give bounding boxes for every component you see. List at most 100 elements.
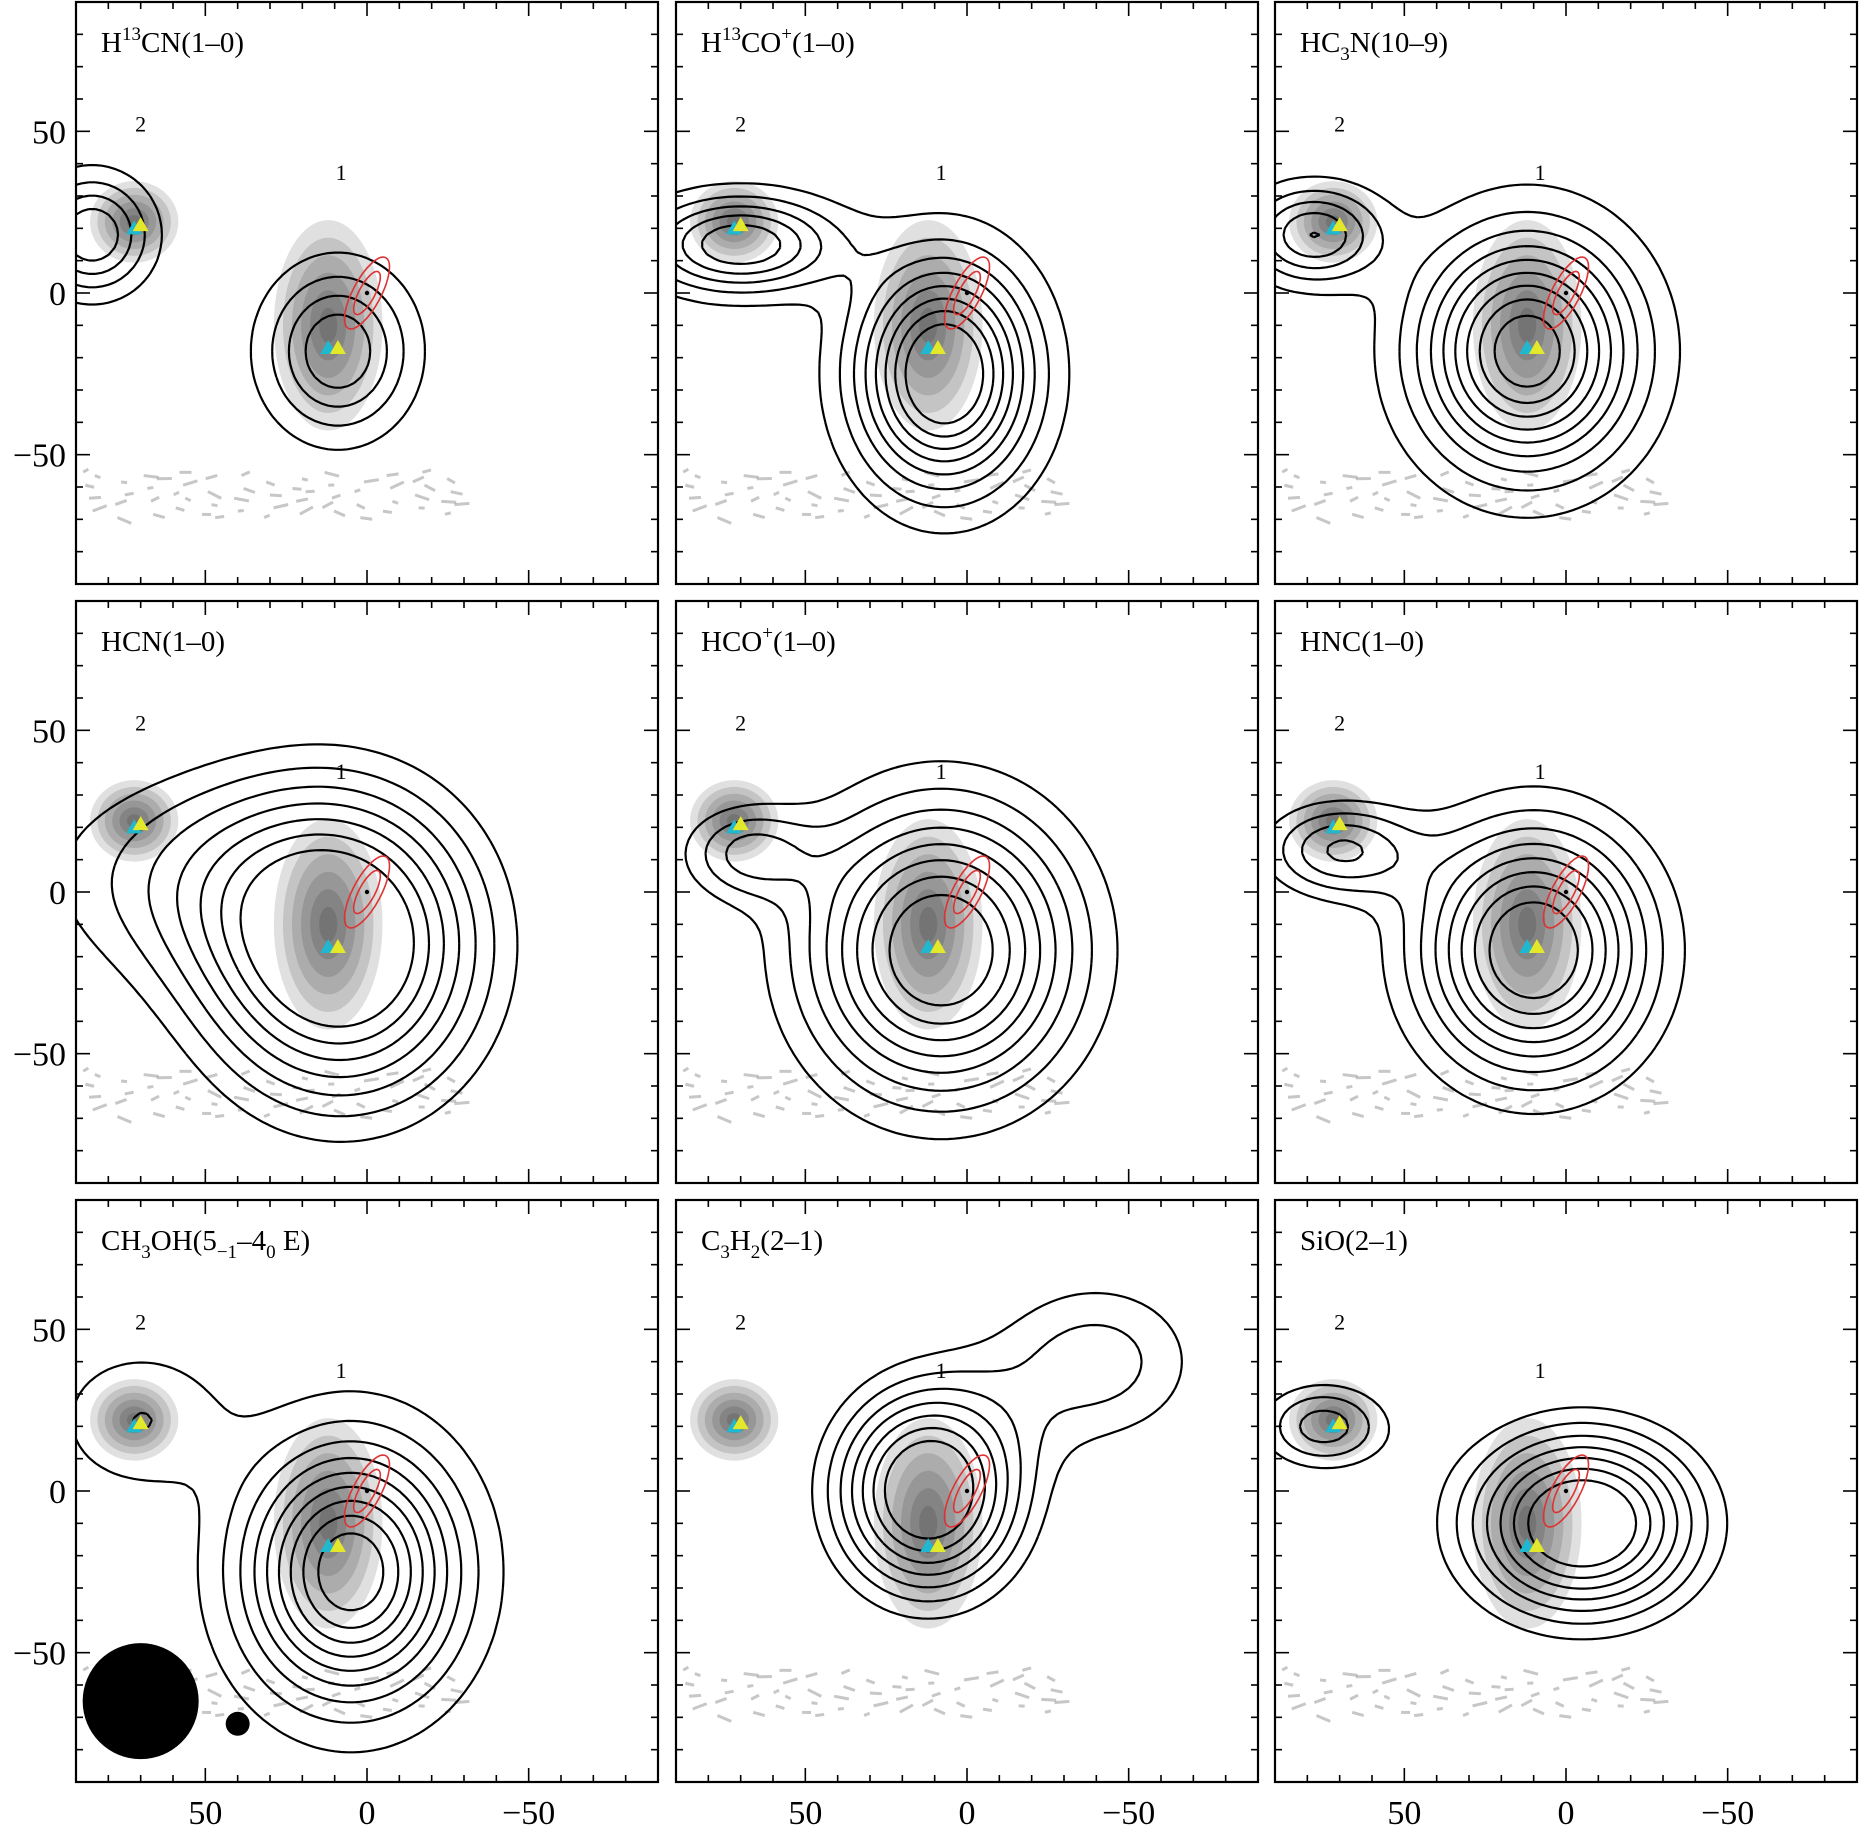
noise-speckle bbox=[1500, 1675, 1508, 1680]
noise-speckle bbox=[273, 1701, 289, 1708]
molecule-label: HCN(1–0) bbox=[101, 626, 225, 658]
noise-speckle bbox=[1349, 1693, 1359, 1701]
noise-speckle bbox=[237, 1707, 244, 1711]
noise-speckle bbox=[418, 1704, 425, 1708]
noise-speckle bbox=[1640, 1098, 1656, 1103]
noise-speckle bbox=[1293, 1073, 1300, 1079]
noise-speckle bbox=[1315, 1714, 1331, 1723]
noise-speckle bbox=[211, 1102, 218, 1107]
noise-speckle bbox=[331, 493, 341, 500]
noise-speckle bbox=[386, 1071, 399, 1077]
noise-speckle bbox=[1406, 1089, 1421, 1099]
noise-speckle bbox=[1012, 1673, 1025, 1682]
noise-speckle bbox=[833, 1694, 850, 1701]
noise-speckle bbox=[928, 1681, 935, 1685]
noise-speckle bbox=[1378, 1668, 1391, 1672]
x-tick-label: 0 bbox=[1558, 1795, 1575, 1832]
center-dot bbox=[964, 889, 970, 895]
noise-speckle bbox=[391, 499, 399, 505]
noise-speckle bbox=[1442, 487, 1455, 494]
noise-speckle bbox=[143, 474, 159, 479]
x-tick-label: −50 bbox=[502, 1795, 555, 1832]
noise-speckle bbox=[441, 1697, 457, 1702]
noise-speckle bbox=[116, 1115, 132, 1124]
noise-speckle bbox=[1588, 1678, 1604, 1688]
map-panel: 1 2 H13CO+(1–0) bbox=[674, 0, 1260, 586]
noise-speckle bbox=[982, 509, 993, 515]
noise-speckle bbox=[85, 1082, 95, 1088]
noise-speckle bbox=[931, 1691, 941, 1698]
noise-speckle bbox=[1021, 1067, 1032, 1073]
x-tick-label: 50 bbox=[1387, 1795, 1421, 1832]
continuum-blob bbox=[282, 836, 374, 1013]
y-tick-label: 0 bbox=[49, 875, 66, 912]
noise-speckle bbox=[150, 1094, 160, 1102]
contour-level bbox=[1447, 857, 1620, 1044]
contour-level bbox=[884, 297, 1005, 450]
outflow-ellipse bbox=[352, 270, 382, 316]
contour-level bbox=[676, 205, 1036, 491]
y-tick-label: 0 bbox=[49, 1474, 66, 1511]
noise-speckle bbox=[1351, 1111, 1365, 1119]
noise-speckle bbox=[1023, 1082, 1036, 1092]
noise-speckle bbox=[865, 1079, 876, 1086]
contour-level bbox=[302, 1514, 400, 1629]
molecule-label: SiO(2–1) bbox=[1300, 1225, 1408, 1257]
noise-speckle bbox=[1381, 1078, 1397, 1086]
contour-level bbox=[681, 214, 1025, 476]
noise-speckle bbox=[1649, 1688, 1662, 1694]
noise-speckle bbox=[724, 1689, 734, 1695]
noise-speckle bbox=[1494, 497, 1508, 503]
noise-speckle bbox=[960, 516, 973, 521]
noise-speckle bbox=[1581, 509, 1592, 515]
contour-level bbox=[289, 1499, 412, 1644]
noise-speckle bbox=[114, 1098, 128, 1105]
source-marker bbox=[329, 339, 346, 354]
noise-speckle bbox=[1462, 1112, 1470, 1118]
noise-speckle bbox=[1346, 1084, 1353, 1089]
source-label: 2 bbox=[735, 1309, 746, 1334]
noise-speckle bbox=[895, 1096, 909, 1102]
continuum-blob bbox=[273, 220, 383, 431]
noise-speckle bbox=[716, 1115, 732, 1124]
noise-speckle bbox=[263, 513, 271, 519]
noise-speckle bbox=[454, 1100, 470, 1106]
noise-speckle bbox=[356, 503, 366, 510]
noise-speckle bbox=[1372, 490, 1379, 497]
noise-speckle bbox=[782, 1078, 798, 1086]
noise-speckle bbox=[418, 506, 425, 510]
contour-level bbox=[1478, 298, 1576, 405]
source-label: 2 bbox=[1334, 111, 1345, 136]
noise-speckle bbox=[1613, 1691, 1629, 1700]
noise-speckle bbox=[1622, 483, 1635, 493]
contour-level bbox=[176, 802, 461, 1079]
noise-speckle bbox=[441, 499, 457, 504]
noise-speckle bbox=[205, 1072, 218, 1080]
noise-speckle bbox=[328, 483, 335, 487]
noise-speckle bbox=[1404, 1671, 1417, 1679]
contour-level bbox=[1326, 839, 1633, 1058]
noise-speckle bbox=[1323, 491, 1333, 497]
noise-speckle bbox=[750, 1094, 760, 1102]
noise-speckle bbox=[184, 496, 192, 503]
noise-speckle bbox=[863, 1711, 871, 1717]
continuum-blob bbox=[873, 1418, 983, 1629]
continuum-blob bbox=[1518, 1505, 1537, 1541]
noise-speckle bbox=[1372, 1089, 1379, 1096]
noise-speckle bbox=[82, 467, 90, 474]
noise-speckle bbox=[784, 1095, 792, 1102]
noise-speckle bbox=[865, 1678, 876, 1685]
noise-speckle bbox=[811, 1102, 818, 1107]
noise-speckle bbox=[1012, 1074, 1025, 1083]
noise-speckle bbox=[391, 1697, 399, 1703]
noise-speckle bbox=[454, 501, 470, 507]
noise-speckle bbox=[1414, 1713, 1424, 1718]
noise-speckle bbox=[205, 1671, 218, 1679]
noise-speckle bbox=[724, 1090, 734, 1096]
noise-speckle bbox=[120, 1079, 128, 1084]
noise-speckle bbox=[1383, 1095, 1391, 1102]
contour-level bbox=[1527, 1479, 1638, 1568]
contour-level bbox=[1282, 211, 1625, 458]
noise-speckle bbox=[921, 1099, 934, 1109]
noise-speckle bbox=[837, 509, 844, 513]
